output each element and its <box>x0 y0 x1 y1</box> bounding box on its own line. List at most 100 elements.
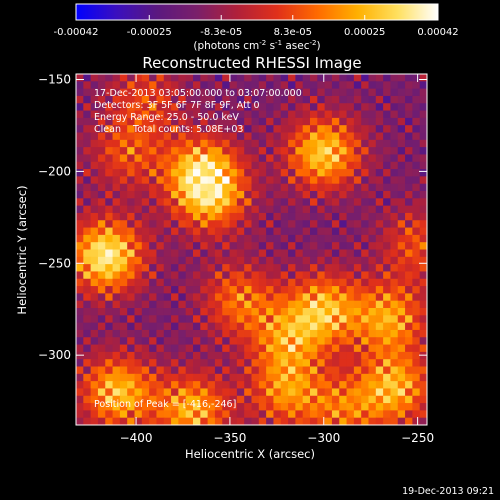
heatmap-cell <box>412 132 421 141</box>
heatmap-cell <box>302 125 311 134</box>
heatmap-cell <box>200 256 209 265</box>
heatmap-cell <box>331 403 340 411</box>
heatmap-cell <box>353 256 362 265</box>
heatmap-cell <box>339 95 348 104</box>
heatmap-cell <box>324 88 333 97</box>
heatmap-cell <box>76 205 84 214</box>
heatmap-cell <box>339 293 348 302</box>
heatmap-cell <box>383 132 392 141</box>
heatmap-cell <box>207 205 216 214</box>
heatmap-cell <box>244 388 253 397</box>
heatmap-cell <box>273 220 282 229</box>
heatmap-cell <box>222 373 231 382</box>
heatmap-cell <box>258 161 267 170</box>
heatmap-cell <box>207 169 216 177</box>
heatmap-cell <box>280 373 289 382</box>
heatmap-cell <box>236 417 245 425</box>
heatmap-cell <box>163 212 172 221</box>
heatmap-cell <box>266 271 275 280</box>
heatmap-cell <box>97 403 106 411</box>
heatmap-cell <box>185 103 194 112</box>
heatmap-cell <box>214 132 223 141</box>
heatmap-cell <box>273 293 282 302</box>
heatmap-cell <box>317 300 326 309</box>
heatmap-cell <box>375 293 384 302</box>
heatmap-cell <box>214 293 223 302</box>
heatmap-cell <box>193 308 201 316</box>
heatmap-cell <box>251 329 260 338</box>
heatmap-cell <box>310 278 318 287</box>
heatmap-cell <box>251 220 260 229</box>
heatmap-cell <box>258 249 267 258</box>
heatmap-cell <box>405 381 413 390</box>
heatmap-cell <box>273 366 282 375</box>
heatmap-cell <box>127 198 136 207</box>
heatmap-cell <box>273 191 282 199</box>
heatmap-cell <box>353 278 362 287</box>
heatmap-cell <box>200 205 209 214</box>
y-tick-label: −250 <box>38 256 71 270</box>
heatmap-cell <box>214 205 223 214</box>
heatmap-cell <box>288 161 296 170</box>
heatmap-cell <box>156 315 165 324</box>
heatmap-cell <box>83 74 92 82</box>
heatmap-cell <box>178 373 187 382</box>
heatmap-cell <box>214 249 223 258</box>
heatmap-cell <box>90 286 99 294</box>
heatmap-cell <box>178 359 187 368</box>
heatmap-cell <box>112 205 121 214</box>
heatmap-cell <box>302 234 311 243</box>
colorbar-tick-label: 0.00025 <box>344 27 385 38</box>
heatmap-cell <box>222 344 231 353</box>
heatmap-cell <box>76 417 84 425</box>
heatmap-cell <box>178 139 187 148</box>
heatmap-cell <box>310 373 318 382</box>
heatmap-cell <box>185 198 194 207</box>
heatmap-cell <box>171 110 179 119</box>
heatmap-cell <box>302 264 311 273</box>
heatmap-cell <box>200 176 209 185</box>
heatmap-cell <box>112 132 121 141</box>
heatmap-cell <box>156 410 165 419</box>
heatmap-cell <box>405 169 413 177</box>
heatmap-cell <box>97 256 106 265</box>
heatmap-cell <box>105 359 114 368</box>
heatmap-cell <box>324 132 333 141</box>
heatmap-cell <box>375 315 384 324</box>
heatmap-cell <box>229 169 238 177</box>
heatmap-cell <box>200 344 209 353</box>
heatmap-cell <box>200 212 209 221</box>
heatmap-cell <box>419 249 427 258</box>
heatmap-cell <box>375 205 384 214</box>
heatmap-cell <box>112 227 121 236</box>
heatmap-cell <box>200 315 209 324</box>
heatmap-cell <box>353 315 362 324</box>
heatmap-cell <box>310 315 318 324</box>
heatmap-cell <box>280 264 289 273</box>
heatmap-cell <box>346 315 355 324</box>
heatmap-cell <box>134 286 143 294</box>
heatmap-cell <box>266 293 275 302</box>
heatmap-cell <box>105 300 114 309</box>
heatmap-cell <box>251 351 260 360</box>
heatmap-cell <box>346 220 355 229</box>
heatmap-cell <box>193 117 201 126</box>
colorbar-tick-label: -0.00025 <box>127 27 172 38</box>
heatmap-cell <box>361 388 370 397</box>
heatmap-cell <box>375 256 384 265</box>
heatmap-cell <box>405 191 413 199</box>
heatmap-cell <box>390 198 399 207</box>
heatmap-cell <box>331 117 340 126</box>
heatmap-cell <box>280 110 289 119</box>
heatmap-cell <box>171 300 179 309</box>
heatmap-cell <box>236 220 245 229</box>
heatmap-cell <box>112 264 121 273</box>
heatmap-cell <box>90 191 99 199</box>
heatmap-cell <box>141 103 150 112</box>
heatmap-cell <box>295 74 304 82</box>
heatmap-cell <box>375 212 384 221</box>
heatmap-cell <box>397 278 406 287</box>
heatmap-cell <box>310 139 318 148</box>
heatmap-cell <box>324 205 333 214</box>
heatmap-cell <box>361 322 370 331</box>
